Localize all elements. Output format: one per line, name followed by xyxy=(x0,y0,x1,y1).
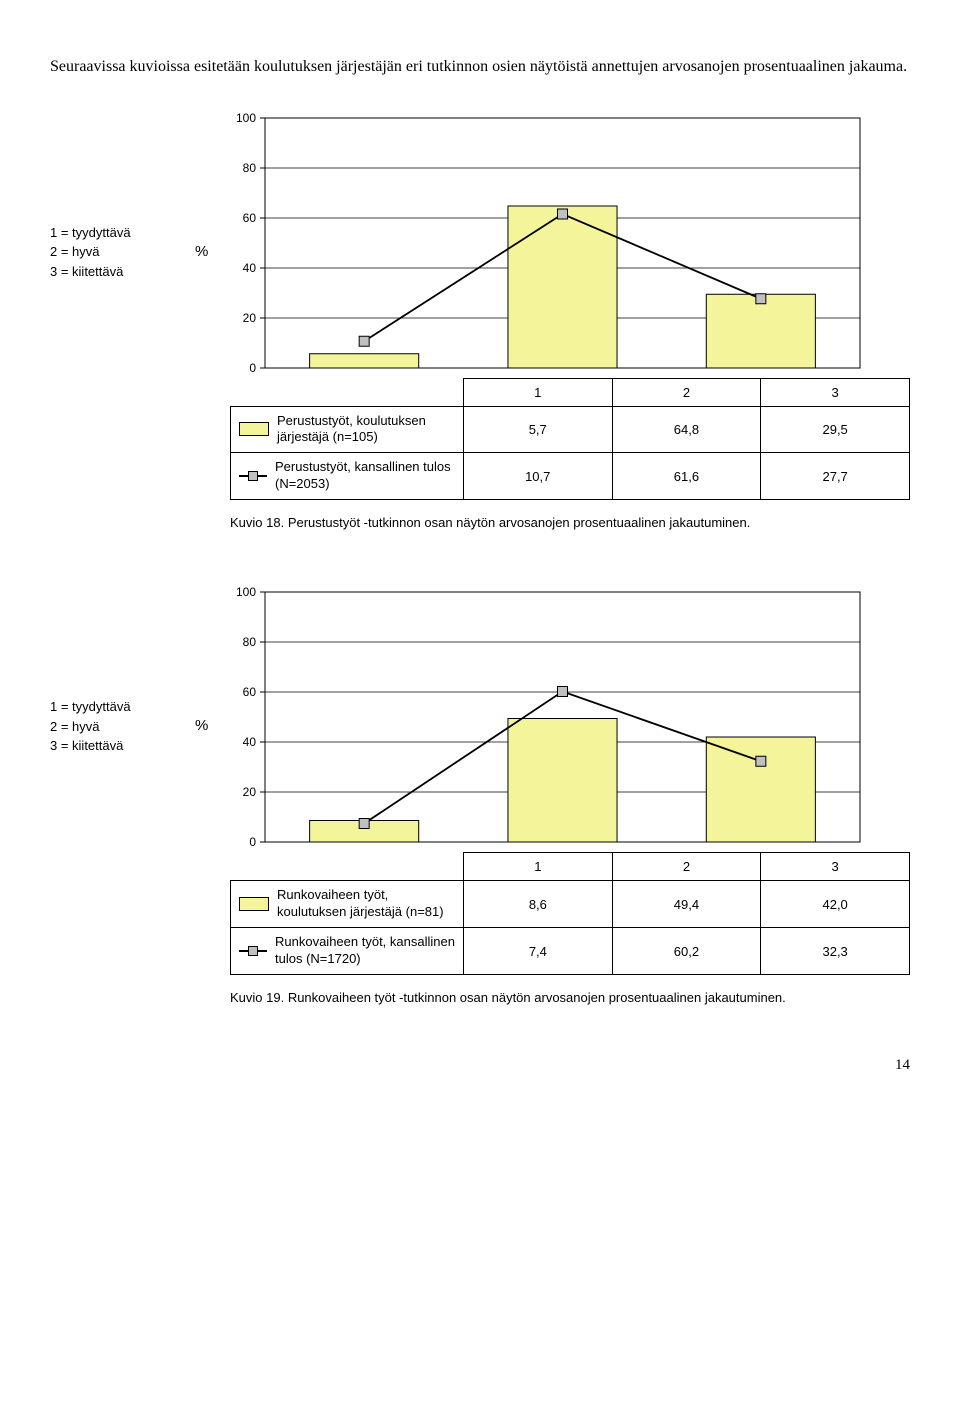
col-head: 3 xyxy=(761,378,910,406)
cell: 49,4 xyxy=(612,881,761,928)
row-label: Runkovaiheen työt, kansallinen tulos (N=… xyxy=(275,934,455,968)
col-head: 1 xyxy=(464,853,612,881)
legend-line: 1 = tyydyttävä xyxy=(50,697,131,717)
svg-text:100: 100 xyxy=(236,111,256,125)
bar-swatch-icon xyxy=(239,422,269,436)
line-swatch-icon xyxy=(239,470,267,482)
svg-text:40: 40 xyxy=(243,735,257,749)
chart-1-caption: Kuvio 18. Perustustyöt -tutkinnon osan n… xyxy=(230,514,790,532)
cell: 10,7 xyxy=(463,453,612,500)
legend-line: 1 = tyydyttävä xyxy=(50,223,131,243)
row-label: Runkovaiheen työt, koulutuksen järjestäj… xyxy=(277,887,455,921)
svg-text:20: 20 xyxy=(243,785,257,799)
legend-left-2: 1 = tyydyttävä 2 = hyvä 3 = kiitettävä xyxy=(50,697,131,756)
svg-text:0: 0 xyxy=(249,361,256,375)
legend-left-1: 1 = tyydyttävä 2 = hyvä 3 = kiitettävä xyxy=(50,223,131,282)
svg-text:80: 80 xyxy=(243,161,257,175)
cell: 8,6 xyxy=(464,881,612,928)
chart-2-caption: Kuvio 19. Runkovaiheen työt -tutkinnon o… xyxy=(230,989,790,1007)
chart-1-block: 1 = tyydyttävä 2 = hyvä 3 = kiitettävä %… xyxy=(50,108,910,533)
chart-1-svg: 0 20 40 60 80 100 xyxy=(230,108,870,378)
legend-line: 3 = kiitettävä xyxy=(50,736,131,756)
col-head: 2 xyxy=(612,853,761,881)
svg-text:60: 60 xyxy=(243,685,257,699)
svg-text:40: 40 xyxy=(243,261,257,275)
line-swatch-icon xyxy=(239,945,267,957)
chart-2-block: 1 = tyydyttävä 2 = hyvä 3 = kiitettävä %… xyxy=(50,582,910,1007)
page-number: 14 xyxy=(50,1057,910,1074)
percent-symbol: % xyxy=(195,243,208,260)
cell: 61,6 xyxy=(612,453,761,500)
cell: 27,7 xyxy=(761,453,910,500)
cell: 7,4 xyxy=(464,928,612,975)
col-head: 2 xyxy=(612,378,761,406)
row-label: Perustustyöt, kansallinen tulos (N=2053) xyxy=(275,459,455,493)
col-head: 3 xyxy=(761,853,910,881)
cell: 60,2 xyxy=(612,928,761,975)
bar-swatch-icon xyxy=(239,897,269,911)
legend-line: 3 = kiitettävä xyxy=(50,262,131,282)
svg-text:0: 0 xyxy=(249,835,256,849)
col-head: 1 xyxy=(463,378,612,406)
svg-text:60: 60 xyxy=(243,211,257,225)
svg-text:80: 80 xyxy=(243,635,257,649)
chart-1-table: 1 2 3 Perustustyöt, koulutuksen järjestä… xyxy=(230,378,910,501)
percent-symbol: % xyxy=(195,717,208,734)
svg-text:100: 100 xyxy=(236,585,256,599)
legend-line: 2 = hyvä xyxy=(50,717,131,737)
cell: 32,3 xyxy=(761,928,910,975)
svg-text:20: 20 xyxy=(243,311,257,325)
chart-2-table: 1 2 3 Runkovaiheen työt, koulutuksen jär… xyxy=(230,852,910,975)
cell: 5,7 xyxy=(463,406,612,453)
cell: 42,0 xyxy=(761,881,910,928)
cell: 64,8 xyxy=(612,406,761,453)
intro-paragraph: Seuraavissa kuvioissa esitetään koulutuk… xyxy=(50,56,910,78)
chart-2-svg: 0 20 40 60 80 100 xyxy=(230,582,870,852)
cell: 29,5 xyxy=(761,406,910,453)
legend-line: 2 = hyvä xyxy=(50,242,131,262)
row-label: Perustustyöt, koulutuksen järjestäjä (n=… xyxy=(277,413,455,447)
